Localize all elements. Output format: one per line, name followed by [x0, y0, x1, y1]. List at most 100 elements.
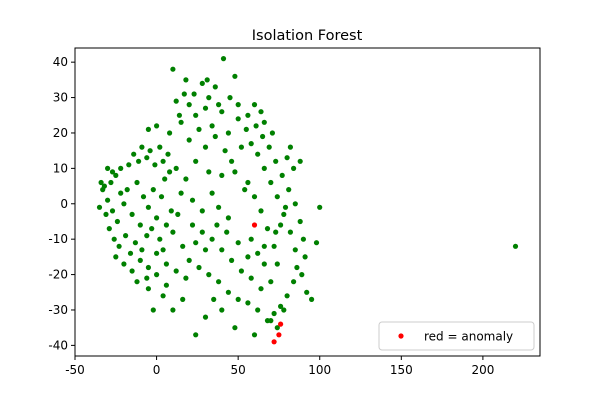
normal-point	[132, 240, 138, 246]
normal-point	[111, 236, 117, 242]
normal-point	[191, 91, 197, 97]
normal-point	[202, 105, 209, 111]
normal-point	[163, 222, 169, 228]
normal-point	[160, 293, 166, 299]
normal-point	[193, 240, 199, 246]
normal-point	[278, 222, 284, 228]
normal-point	[183, 77, 189, 83]
y-tick-label: -30	[48, 303, 68, 317]
normal-point	[266, 144, 272, 150]
normal-point	[297, 158, 303, 164]
normal-point	[206, 95, 212, 101]
normal-point	[131, 151, 137, 157]
normal-point	[219, 307, 225, 313]
normal-point	[284, 155, 290, 161]
normal-point	[248, 141, 254, 147]
normal-point	[229, 158, 235, 164]
normal-point	[225, 215, 231, 221]
normal-point	[137, 257, 143, 263]
normal-point	[144, 233, 150, 239]
normal-point	[273, 158, 279, 164]
normal-point	[106, 226, 112, 232]
normal-point	[121, 261, 127, 267]
normal-point	[209, 123, 215, 129]
x-tick-label: 0	[153, 363, 161, 377]
normal-point	[134, 279, 140, 285]
y-tick-label: 40	[53, 55, 68, 69]
y-tick-label: -40	[48, 338, 68, 352]
normal-point	[145, 126, 151, 132]
normal-point	[211, 296, 217, 302]
normal-point	[170, 66, 176, 72]
normal-point	[299, 272, 305, 278]
normal-point	[123, 233, 129, 239]
normal-point	[129, 211, 135, 217]
plot-frame	[74, 47, 541, 357]
normal-point	[145, 264, 151, 271]
normal-point	[268, 318, 274, 324]
normal-point	[105, 165, 111, 171]
normal-point	[232, 325, 238, 331]
normal-point	[219, 172, 225, 178]
normal-point	[178, 190, 184, 196]
x-tick-label: 50	[231, 363, 246, 377]
normal-point	[245, 300, 251, 306]
y-tick-label: 30	[53, 91, 68, 105]
normal-point	[145, 204, 151, 210]
normal-point	[150, 307, 156, 313]
normal-point	[137, 222, 143, 228]
normal-point	[281, 307, 287, 313]
normal-point	[170, 229, 176, 235]
normal-point	[108, 179, 114, 186]
normal-point	[273, 229, 279, 235]
normal-point	[229, 257, 235, 263]
normal-point	[313, 240, 320, 246]
normal-point	[302, 254, 308, 260]
normal-point	[287, 229, 293, 235]
normal-point	[282, 204, 289, 210]
normal-point	[186, 102, 192, 108]
normal-point	[140, 194, 147, 200]
x-tick-label: 150	[390, 363, 413, 377]
chart-title: Isolation Forest	[252, 28, 363, 44]
x-axis: -50 0 50 100 150 200	[65, 356, 494, 377]
y-tick-label: -10	[48, 232, 68, 246]
normal-point	[199, 229, 205, 235]
normal-point	[209, 190, 215, 196]
normal-point	[248, 275, 254, 281]
normal-point	[178, 119, 184, 125]
normal-point	[152, 162, 158, 168]
normal-point	[292, 247, 298, 253]
normal-point	[268, 279, 274, 285]
normal-point	[209, 236, 215, 242]
normal-point	[206, 169, 212, 175]
normal-point	[189, 197, 196, 203]
normal-point	[225, 289, 231, 295]
normal-point	[96, 204, 103, 210]
y-axis: -40 -30 -20 -10 0 10 20 30 40	[48, 55, 75, 352]
normal-point	[183, 275, 189, 281]
normal-point	[291, 165, 297, 171]
normal-point	[113, 254, 119, 260]
normal-point	[235, 116, 241, 122]
normal-point	[216, 102, 222, 108]
normal-point	[238, 268, 244, 274]
normal-point	[126, 162, 132, 168]
normal-point	[222, 148, 228, 154]
y-tick-label: 0	[60, 197, 68, 211]
normal-point	[181, 91, 187, 97]
normal-point	[274, 325, 280, 331]
normal-point	[274, 194, 280, 200]
anomaly-point	[276, 332, 282, 338]
normal-point	[103, 211, 109, 217]
normal-point	[193, 332, 199, 338]
normal-point	[105, 197, 111, 203]
normal-point	[118, 190, 124, 196]
normal-point	[157, 236, 163, 242]
normal-point	[199, 80, 205, 86]
normal-point	[271, 310, 277, 317]
normal-point	[196, 126, 202, 132]
normal-point	[202, 247, 209, 253]
normal-point	[269, 130, 275, 136]
normal-point	[180, 243, 186, 249]
